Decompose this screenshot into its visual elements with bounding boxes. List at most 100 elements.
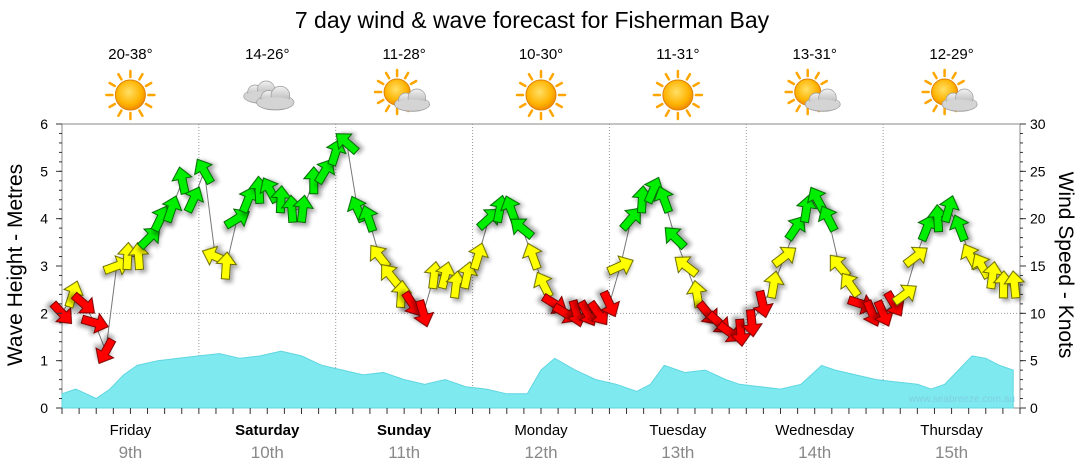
wind-arrow — [795, 194, 818, 224]
right-tick-label: 0 — [1030, 400, 1038, 416]
right-tick-label: 30 — [1030, 116, 1046, 132]
cloud-fill — [395, 99, 429, 111]
sun-ray — [138, 72, 144, 81]
cloud-shape — [394, 88, 431, 112]
right-tick-label: 5 — [1030, 353, 1038, 369]
sun-ray — [555, 102, 564, 109]
wind-arrow — [891, 284, 917, 306]
wind-arrow — [62, 280, 84, 309]
day-date-label: 10th — [251, 443, 284, 462]
day-name-label: Thursday — [920, 422, 983, 439]
sun-ray — [548, 72, 555, 81]
sun-icon — [105, 69, 156, 121]
x-axis: Friday 9th Saturday 10th Sunday 11th Monday 12t… — [61, 408, 1021, 462]
temperature-label: 20-38° — [108, 46, 152, 63]
left-tick-label: 4 — [40, 211, 48, 227]
wind-arrow — [215, 251, 238, 280]
wind-arrow — [840, 272, 862, 299]
wind-arrow — [95, 337, 117, 365]
left-axis-title: Wave Height - Metres — [4, 164, 27, 366]
left-tick-label: 6 — [40, 116, 48, 132]
wind-arrow — [475, 208, 500, 232]
day-date-label: 11th — [388, 443, 420, 462]
wind-arrow — [771, 246, 797, 269]
sun-ray — [144, 81, 153, 88]
day-name-label: Wednesday — [775, 422, 854, 439]
cloud-fill — [942, 99, 977, 111]
sun-ray — [787, 79, 796, 86]
left-y-axis: 0 1 2 3 4 5 6 — [40, 116, 62, 416]
wind-arrow — [948, 214, 970, 243]
day-name-label: Sunday — [377, 422, 432, 439]
cloud-fill — [805, 99, 840, 111]
wave-area — [61, 350, 1014, 409]
temperature-label: 11-31° — [656, 46, 699, 63]
sun-ray — [664, 109, 671, 118]
wind-arrow — [740, 308, 763, 338]
sun-ray — [655, 102, 664, 109]
wind-arrow — [902, 246, 928, 269]
wind-arrow — [784, 215, 806, 242]
sun-ray — [655, 81, 664, 88]
sun-ray — [384, 71, 391, 80]
right-y-axis: 0 5 10 15 20 25 30 — [1020, 116, 1046, 416]
wind-arrow — [467, 242, 490, 271]
sun-ray — [548, 109, 555, 118]
sun-ray — [527, 109, 534, 118]
sun-ray — [814, 71, 820, 80]
sun-ray — [924, 79, 932, 86]
cloud-shape — [256, 85, 295, 111]
sun-ray — [555, 81, 564, 88]
right-axis-title: Wind Speed - Knots — [1054, 172, 1077, 359]
sun-ray — [518, 81, 527, 88]
sun-ray — [138, 109, 144, 118]
wind-arrow — [193, 158, 215, 186]
wind-arrow — [599, 289, 621, 318]
wind-arrow — [49, 300, 73, 325]
day-date-label: 14th — [798, 443, 831, 462]
sun-ray — [692, 102, 700, 109]
sun-ray — [924, 98, 932, 105]
right-tick-label: 15 — [1030, 258, 1046, 274]
sun-ray — [957, 79, 965, 86]
wind-arrow — [335, 133, 360, 156]
wind-arrow — [136, 227, 161, 251]
wind-arrow — [1003, 270, 1026, 299]
left-tick-label: 0 — [40, 400, 48, 416]
day-date-label: 13th — [661, 443, 694, 462]
right-tick-label: 25 — [1030, 163, 1046, 179]
sun-ray — [384, 104, 391, 113]
sun-ray — [409, 79, 418, 86]
wind-arrow — [664, 227, 688, 251]
temperature-label: 10-30° — [519, 46, 563, 63]
right-tick-label: 10 — [1030, 305, 1046, 321]
cloud-shape — [804, 88, 841, 112]
sun-ray — [376, 98, 385, 105]
sun-ray — [403, 71, 410, 80]
sun-ray — [685, 109, 692, 118]
sun-icon — [652, 69, 704, 121]
wave-height-series — [61, 350, 1014, 409]
cloud-fill — [257, 97, 294, 110]
chart-title: 7 day wind & wave forecast for Fisherman… — [295, 7, 770, 33]
wind-arrow — [223, 208, 250, 230]
sun-ray — [932, 104, 938, 113]
day-weather-row: 20-38° 14-26° 11-28° 10-30° 11-31° 13-31° 12-2… — [105, 46, 978, 121]
wind-arrow — [292, 194, 315, 224]
temperature-label: 12-29° — [929, 46, 973, 63]
sun-ray — [117, 109, 123, 118]
sun-ray — [685, 72, 692, 81]
left-tick-label: 1 — [40, 353, 48, 369]
wind-arrow — [357, 204, 379, 233]
wind-arrow — [313, 158, 336, 186]
cloud-icon — [243, 80, 295, 111]
sun-cloud-icon — [921, 68, 978, 116]
sun-ray — [951, 71, 957, 80]
sun-ray — [518, 102, 527, 109]
wind-arrow — [674, 256, 700, 278]
sun-cloud-icon — [373, 68, 431, 116]
sun-ray — [795, 71, 801, 80]
wind-arrow — [70, 291, 96, 314]
day-name-label: Friday — [110, 422, 152, 439]
day-date-label: 12th — [524, 443, 557, 462]
